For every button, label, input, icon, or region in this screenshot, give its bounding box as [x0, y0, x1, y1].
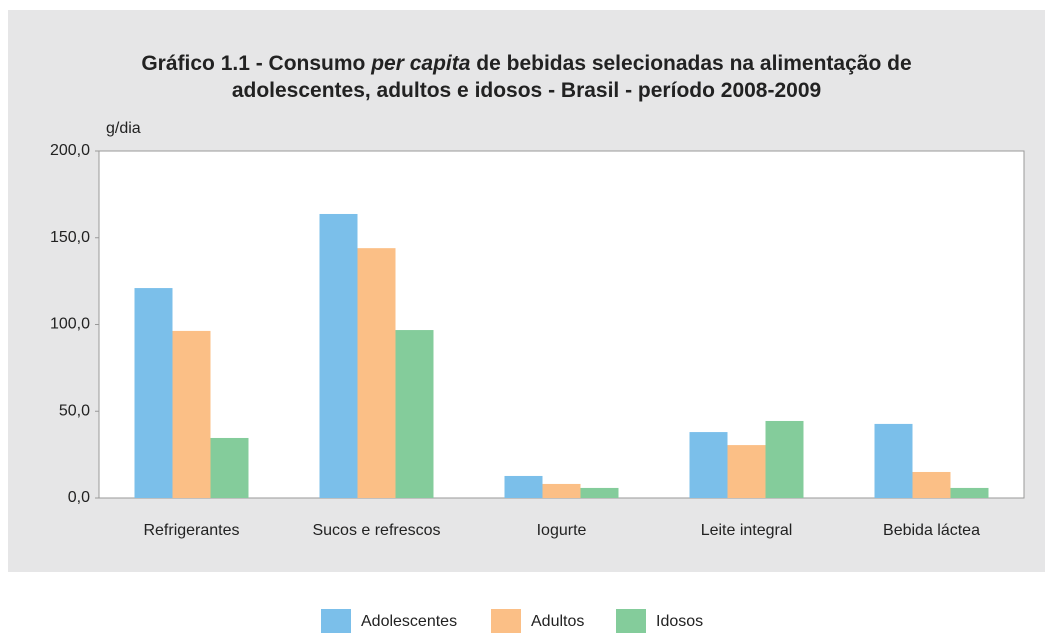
title-part: Gráfico 1.1 - Consumo — [141, 52, 366, 75]
bar — [727, 445, 766, 498]
legend-label: Adolescentes — [361, 613, 457, 630]
bar — [172, 330, 211, 498]
legend-label: Adultos — [531, 613, 584, 630]
y-tick-label: 150,0 — [50, 229, 90, 246]
y-tick-label: 200,0 — [50, 142, 90, 159]
bar — [357, 248, 396, 498]
bar — [765, 420, 804, 498]
bar — [912, 471, 951, 498]
title-part: per capita — [371, 52, 471, 75]
legend-label: Idosos — [656, 613, 703, 630]
x-tick-label: Bebida láctea — [883, 522, 980, 539]
bar — [319, 213, 358, 498]
plot-area — [98, 150, 1025, 499]
bar — [874, 423, 913, 498]
x-tick-label: Sucos e refrescos — [312, 522, 440, 539]
bar — [580, 487, 619, 498]
bar — [210, 437, 249, 498]
y-tick-label: 50,0 — [59, 402, 90, 419]
bar — [504, 475, 543, 498]
legend-swatch — [321, 609, 351, 633]
bar — [950, 487, 989, 498]
y-tick-label: 100,0 — [50, 316, 90, 333]
bar — [134, 288, 173, 498]
x-tick-label: Refrigerantes — [143, 522, 239, 539]
legend-swatch — [616, 609, 646, 633]
x-tick-label: Iogurte — [537, 522, 587, 539]
x-tick-label: Leite integral — [701, 522, 793, 539]
y-tick-label: 0,0 — [68, 489, 90, 506]
title-part: adolescentes, adultos e idosos - Brasil … — [231, 79, 822, 102]
bar — [395, 330, 434, 498]
legend-swatch — [491, 609, 521, 633]
y-axis-unit: g/dia — [106, 120, 141, 137]
chart-title: Gráfico 1.1 - Consumo per capita de bebi… — [8, 50, 1045, 104]
bar — [689, 432, 728, 498]
bar — [542, 483, 581, 498]
title-part: de bebidas selecionadas na alimentação d… — [476, 52, 912, 75]
